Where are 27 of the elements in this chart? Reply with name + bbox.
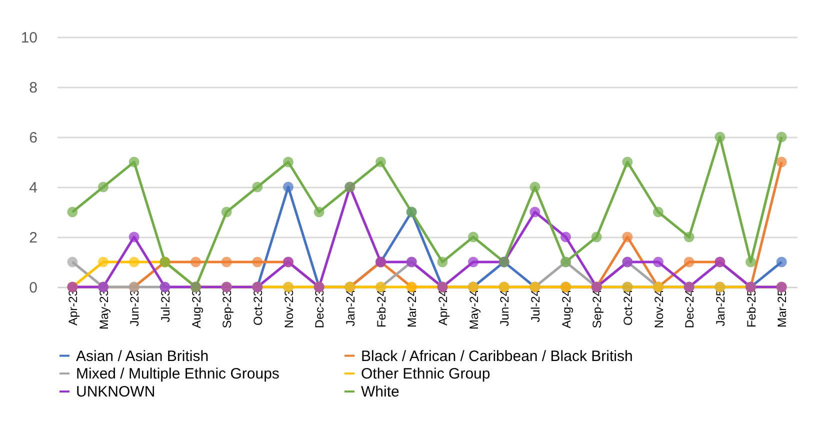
y-tick-label: 6 <box>29 130 38 146</box>
y-tick-label: 4 <box>29 180 38 196</box>
x-tick-label: May-23 <box>96 289 111 330</box>
y-tick-label: 8 <box>29 80 38 96</box>
x-tick-label: Mar-24 <box>405 289 420 328</box>
y-tick-label: 2 <box>29 230 38 246</box>
legend-label: Mixed / Multiple Ethnic Groups <box>76 366 280 382</box>
x-tick-label: Jun-24 <box>498 289 512 326</box>
x-tick-label: Feb-24 <box>374 289 388 328</box>
x-tick-label: Feb-25 <box>744 289 758 328</box>
x-tick-label: Sep-23 <box>220 289 234 328</box>
x-tick-label: Jun-23 <box>128 289 142 326</box>
legend-label: Asian / Asian British <box>76 348 209 365</box>
y-tick-label: 10 <box>20 30 38 46</box>
x-tick-label: Oct-24 <box>620 289 635 326</box>
legend-label: White <box>361 384 400 400</box>
legend-label: Other Ethnic Group <box>361 366 490 382</box>
x-tick-label: Apr-23 <box>66 289 80 326</box>
x-tick-label: May-24 <box>466 289 481 330</box>
legend-label: Black / African / Caribbean / Black British <box>361 348 633 365</box>
y-tick-label: 0 <box>29 280 38 296</box>
legend-label: UNKNOWN <box>76 384 156 400</box>
x-tick-label: Jul-23 <box>158 289 172 322</box>
x-tick-label: Jan-25 <box>713 289 728 326</box>
x-tick-label: Aug-24 <box>559 289 574 328</box>
x-tick-label: Nov-23 <box>282 289 296 328</box>
x-tick-label: Mar-25 <box>775 289 790 328</box>
